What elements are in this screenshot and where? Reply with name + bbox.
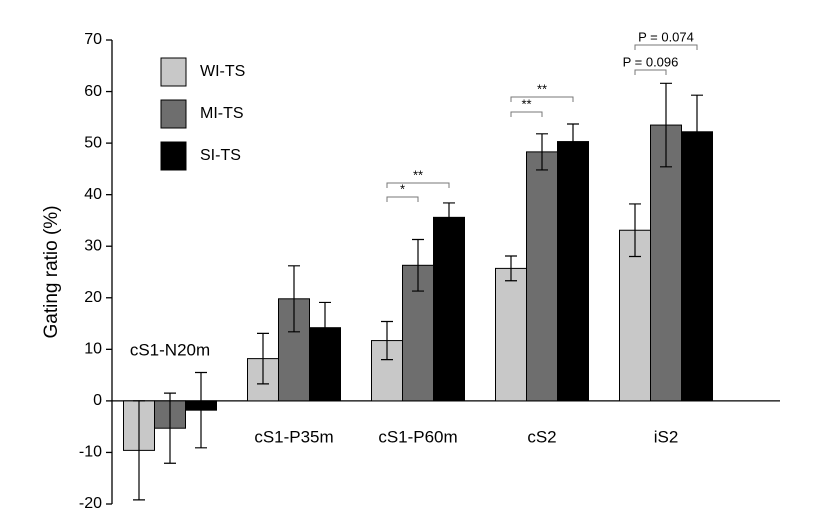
y-tick-label: -20 (79, 495, 102, 512)
y-axis-label: Gating ratio (%) (41, 205, 62, 338)
significance-label: ** (413, 167, 423, 182)
bar (557, 141, 589, 402)
significance-bracket (634, 69, 667, 75)
error-bar (381, 320, 393, 361)
error-bar (133, 400, 145, 501)
significance-label: P = 0.096 (623, 54, 679, 69)
error-bar (195, 371, 207, 449)
x-tick-label: cS1-P35m (254, 427, 333, 446)
bar (681, 131, 713, 402)
legend-swatch (160, 141, 187, 171)
legend-label: MI-TS (200, 105, 244, 122)
error-bar (164, 392, 176, 464)
y-tick-label: 50 (84, 134, 102, 151)
significance-label: ** (521, 96, 531, 111)
significance-label: ** (537, 81, 547, 96)
y-tick-label: 0 (93, 392, 102, 409)
bar (526, 151, 558, 402)
legend-swatch (160, 99, 187, 129)
y-tick-label: 20 (84, 289, 102, 306)
error-bar (288, 265, 300, 333)
x-tick-label: iS2 (654, 427, 679, 446)
x-tick-label: cS2 (527, 427, 556, 446)
error-bar (443, 202, 455, 233)
error-bar (505, 255, 517, 282)
bar (495, 267, 527, 402)
error-bar (567, 123, 579, 160)
y-tick-label: 70 (84, 31, 102, 48)
bar (433, 216, 465, 402)
significance-label: * (400, 181, 405, 196)
legend-label: SI-TS (200, 147, 241, 164)
error-bar (319, 301, 331, 354)
error-bar (629, 203, 641, 258)
error-bar (660, 82, 672, 168)
x-tick-label: cS1-N20m (130, 340, 210, 359)
y-tick-label: 30 (84, 237, 102, 254)
legend-label: WI-TS (200, 63, 245, 80)
y-tick-label: 10 (84, 341, 102, 358)
y-tick-label: 60 (84, 83, 102, 100)
y-tick-label: 40 (84, 186, 102, 203)
x-tick-label: cS1-P60m (378, 427, 457, 446)
error-bar (691, 94, 703, 169)
error-bar (412, 238, 424, 292)
significance-bracket (386, 182, 450, 188)
significance-bracket (510, 96, 574, 102)
significance-bracket (634, 44, 698, 50)
significance-label: P = 0.074 (638, 29, 694, 44)
legend-swatch (160, 57, 187, 87)
error-bar (257, 332, 269, 385)
significance-bracket (386, 196, 419, 202)
significance-bracket (510, 111, 543, 117)
error-bar (536, 133, 548, 171)
bar (650, 124, 682, 402)
y-tick-label: -10 (79, 444, 102, 461)
